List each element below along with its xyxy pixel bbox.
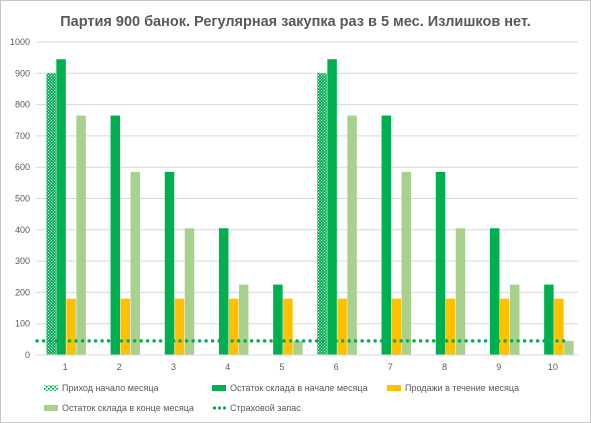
- x-tick-label: 3: [171, 362, 176, 372]
- legend-swatch: [212, 406, 226, 410]
- bar-3: [445, 298, 456, 355]
- legend-label: Остаток склада в начале месяца: [230, 383, 368, 393]
- chart-title: Партия 900 банок. Регулярная закупка раз…: [60, 14, 531, 30]
- bar-3: [120, 298, 131, 355]
- y-tick-label: 400: [15, 225, 30, 235]
- bar-2: [273, 284, 283, 355]
- x-tick-label: 8: [442, 362, 447, 372]
- legend-label: Приход начало месяца: [62, 383, 159, 393]
- y-tick-label: 200: [15, 287, 30, 297]
- legend-item: Страховой запас: [212, 403, 301, 413]
- bar-2: [435, 171, 446, 355]
- bar-4: [184, 228, 195, 355]
- x-tick-label: 7: [388, 362, 393, 372]
- bar-4: [564, 340, 574, 355]
- bar-3: [174, 298, 185, 355]
- x-tick-label: 10: [548, 362, 558, 372]
- legend-swatch: [387, 385, 401, 391]
- bar-1: [317, 73, 327, 356]
- bar-2: [381, 115, 392, 356]
- bar-2: [544, 284, 554, 355]
- legend-item: Остаток склада в конце месяца: [44, 403, 194, 413]
- bar-4: [455, 228, 466, 355]
- legend-item: Приход начало месяца: [44, 383, 159, 393]
- bar-4: [293, 340, 303, 355]
- bar-3: [499, 298, 510, 355]
- legend-item: Продажи в течение месяца: [387, 383, 519, 393]
- x-tick-label: 9: [496, 362, 501, 372]
- y-tick-label: 800: [15, 100, 30, 110]
- bar-4: [76, 115, 86, 356]
- bar-3: [337, 298, 347, 355]
- bar-1: [46, 73, 56, 356]
- x-tick-label: 6: [334, 362, 339, 372]
- bar-2: [327, 59, 337, 356]
- legend-swatch: [44, 385, 58, 391]
- y-tick-label: 100: [15, 319, 30, 329]
- legend-swatch: [44, 405, 58, 411]
- bar-4: [347, 115, 357, 356]
- y-tick-label: 700: [15, 131, 30, 141]
- bar-2: [164, 171, 175, 355]
- x-tick-label: 5: [279, 362, 284, 372]
- y-tick-label: 900: [15, 68, 30, 78]
- legend-label: Страховой запас: [230, 403, 301, 413]
- bar-4: [238, 284, 249, 355]
- bar-3: [391, 298, 402, 355]
- bar-4: [509, 284, 520, 355]
- y-tick-label: 600: [15, 162, 30, 172]
- legend-label: Остаток склада в конце месяца: [62, 403, 194, 413]
- y-tick-label: 0: [25, 350, 30, 360]
- y-tick-label: 1000: [10, 37, 30, 47]
- x-tick-label: 2: [117, 362, 122, 372]
- bar-2: [56, 59, 66, 356]
- x-tick-label: 4: [225, 362, 230, 372]
- y-tick-label: 500: [15, 194, 30, 204]
- legend-swatch: [212, 385, 226, 391]
- x-tick-label: 1: [63, 362, 68, 372]
- bar-4: [130, 171, 141, 355]
- bar-3: [66, 298, 76, 355]
- bar-3: [228, 298, 239, 355]
- bar-2: [489, 228, 500, 355]
- legend-item: Остаток склада в начале месяца: [212, 383, 368, 393]
- bar-3: [554, 298, 564, 355]
- bar-2: [218, 228, 229, 355]
- bar-3: [283, 298, 293, 355]
- y-tick-label: 300: [15, 256, 30, 266]
- bar-2: [110, 115, 121, 356]
- bar-4: [401, 171, 412, 355]
- legend-label: Продажи в течение месяца: [405, 383, 520, 393]
